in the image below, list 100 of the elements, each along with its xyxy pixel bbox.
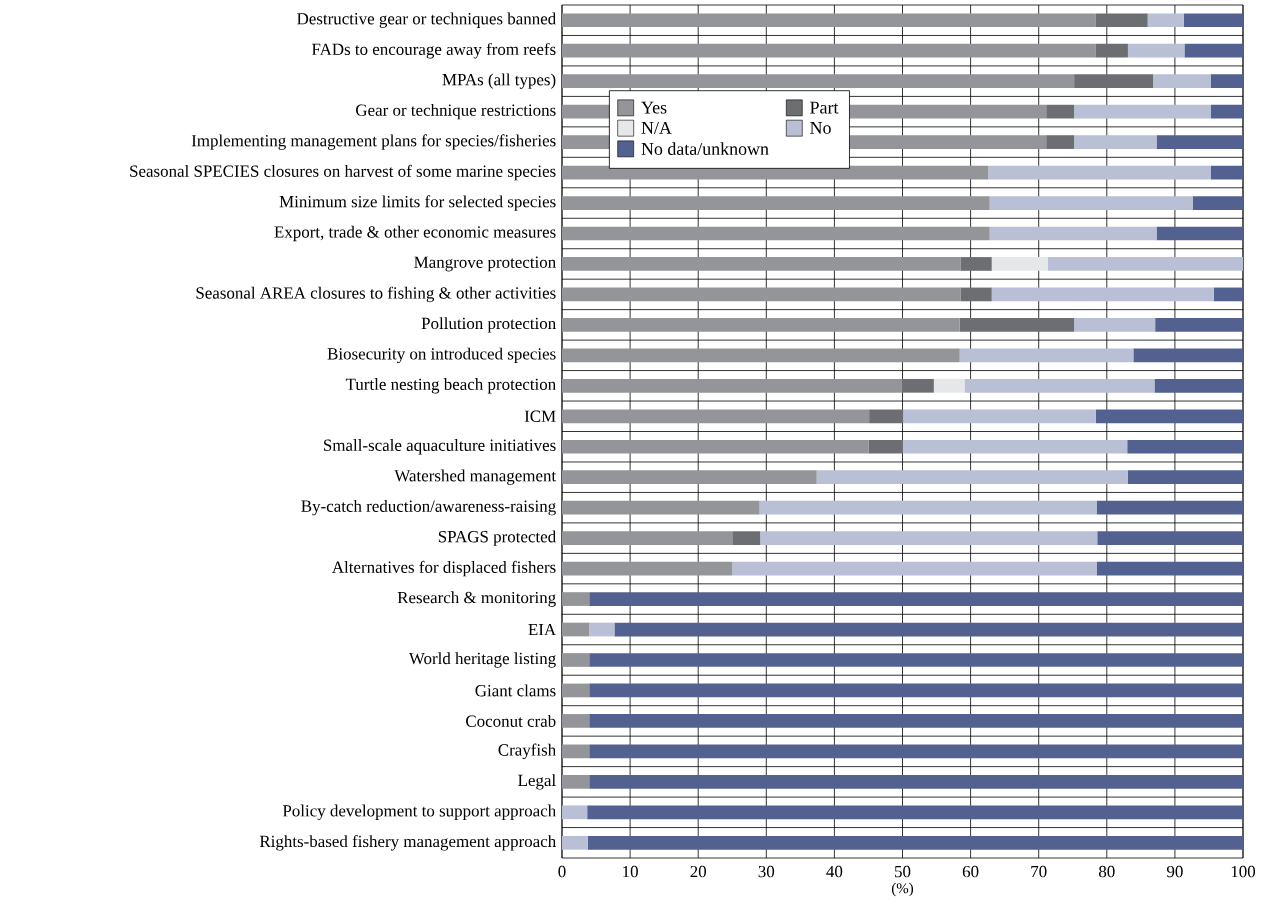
bar — [1211, 74, 1244, 89]
y-tick-label: Crayfish — [498, 743, 556, 760]
bar — [1096, 561, 1244, 576]
bar — [587, 805, 1244, 820]
bar — [1156, 135, 1244, 149]
x-tick-label: 60 — [962, 865, 979, 878]
bar — [562, 470, 817, 485]
bar — [562, 561, 733, 576]
bar — [1074, 318, 1156, 332]
bar — [562, 805, 588, 820]
x-tick-label: 80 — [1098, 865, 1115, 878]
bar — [1153, 74, 1211, 89]
bar — [562, 378, 903, 393]
y-tick-label: Alternatives for displaced fishers — [331, 560, 556, 577]
x-tick-label: 50 — [895, 865, 911, 878]
bar — [562, 744, 590, 759]
y-tick-label: Coconut crab — [466, 714, 556, 727]
bar — [1211, 165, 1244, 180]
y-tick-label: Policy development to support approach — [282, 804, 556, 821]
bar — [562, 13, 1096, 28]
y-tick-label: Seasonal AREA closures to fishing & other activities — [196, 286, 556, 303]
bar — [562, 683, 590, 698]
y-tick-label: By-catch reduction/awareness-raising — [301, 499, 556, 516]
bar — [959, 318, 1075, 332]
x-tick-label: 0 — [558, 865, 566, 878]
bar — [562, 196, 990, 210]
bar — [1074, 74, 1154, 89]
bar — [562, 287, 961, 302]
legend-label: Yes — [641, 101, 667, 114]
bar — [1095, 409, 1244, 424]
bar — [562, 257, 961, 271]
y-tick-label: Export, trade & other economic measures — [274, 225, 556, 242]
bar — [587, 835, 1244, 850]
bar — [960, 287, 992, 302]
bar — [1133, 348, 1244, 363]
y-tick-label: MPAs (all types) — [442, 73, 556, 89]
bar — [1046, 104, 1075, 119]
bar — [1096, 500, 1244, 515]
bar — [933, 378, 965, 393]
legend-label: No — [810, 122, 831, 134]
bar — [1047, 257, 1244, 271]
bar — [589, 592, 1244, 606]
y-tick-label: Watershed management — [394, 469, 557, 485]
bar — [562, 622, 590, 637]
bar — [1183, 13, 1244, 28]
x-tick-label: 90 — [1166, 865, 1183, 878]
bar — [562, 835, 588, 850]
legend-label: Part — [810, 101, 839, 114]
y-tick-label: Research & monitoring — [397, 591, 556, 607]
bar — [988, 165, 1211, 180]
y-tick-label: FADs to encourage away from reefs — [311, 42, 556, 59]
bar — [1127, 43, 1185, 58]
y-tick-label: Minimum size limits for selected species — [279, 195, 556, 211]
bar — [960, 257, 992, 271]
bar — [1155, 318, 1244, 332]
bar — [1211, 104, 1244, 119]
bar — [589, 653, 1244, 667]
bar — [562, 592, 590, 606]
y-tick-label: Biosecurity on introduced species — [327, 347, 556, 364]
bar — [589, 622, 615, 637]
bar — [562, 653, 590, 667]
bar — [991, 257, 1048, 271]
y-tick-label: Small-scale aquaculture initiatives — [324, 439, 556, 455]
x-axis-title: (%) — [891, 882, 914, 897]
bar — [562, 531, 733, 545]
bar — [1095, 13, 1148, 28]
y-tick-label: SPAGS protected — [438, 530, 556, 546]
x-tick-label: 30 — [758, 865, 775, 878]
bar — [759, 500, 1097, 515]
y-tick-label: Implementing management plans for species/fisheries — [191, 134, 556, 150]
bar — [760, 531, 1098, 545]
bar — [562, 500, 760, 515]
bar — [816, 470, 1128, 485]
bar — [1184, 43, 1244, 58]
bar — [1097, 531, 1244, 545]
bar — [1046, 135, 1075, 149]
bar — [732, 531, 761, 545]
bar — [1074, 135, 1157, 149]
y-tick-label: Mangrove protection — [414, 256, 556, 272]
bar — [1213, 287, 1244, 302]
x-tick-label: 100 — [1231, 865, 1256, 878]
bar — [868, 439, 903, 454]
bar — [1074, 104, 1211, 119]
bar — [589, 714, 1244, 728]
y-tick-label: ICM — [524, 410, 556, 422]
bar — [562, 318, 960, 332]
bar — [562, 348, 960, 363]
bar — [1156, 226, 1244, 241]
bar — [1147, 13, 1184, 28]
bar — [1154, 378, 1244, 393]
bar — [869, 409, 904, 424]
y-tick-label: Destructive gear or techniques banned — [297, 12, 556, 28]
bar — [903, 409, 1096, 424]
y-tick-label: Legal — [518, 774, 556, 790]
bar — [589, 775, 1244, 789]
bar — [562, 226, 990, 241]
bar — [562, 775, 590, 789]
bar — [614, 622, 1244, 637]
x-tick-label: 20 — [690, 865, 707, 878]
bar — [902, 378, 934, 393]
